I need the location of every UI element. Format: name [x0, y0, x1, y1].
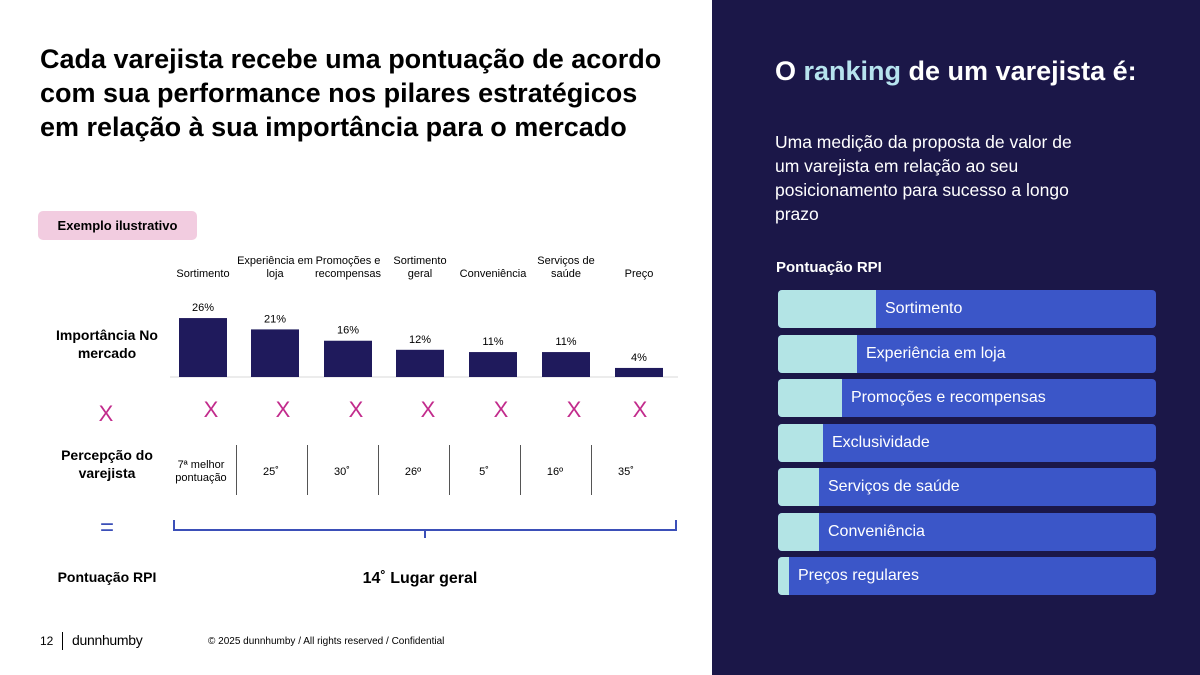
column-header: Conveniência	[459, 268, 527, 280]
perception-value: 26º	[404, 465, 422, 478]
importance-bar	[324, 340, 372, 377]
overall-bracket	[173, 520, 677, 538]
rpi-pillar-label: Conveniência	[828, 523, 925, 540]
rpi-pillar-label: Sortimento	[885, 300, 963, 317]
importance-bar	[251, 329, 299, 377]
column-header: Experiência em loja	[237, 255, 313, 280]
bar-data-label: 21%	[264, 313, 286, 325]
rpi-score-bar: Promoções e recompensas	[778, 379, 1156, 417]
column-header: Sortimento geral	[393, 255, 447, 280]
perception-divider	[236, 445, 237, 495]
bar-data-label: 16%	[337, 325, 359, 337]
multiply-operator: X	[493, 397, 509, 422]
rpi-pillar-label: Promoções e recompensas	[851, 389, 1046, 406]
column-header: Preço	[624, 268, 654, 280]
rpi-pillar-label: Serviços de saúde	[828, 478, 960, 495]
multiply-operator: X	[98, 401, 114, 426]
importance-bar-chart: 26% 21% 16% 12% 11% 11% 4%	[170, 302, 678, 378]
perception-value: 7ª melhor pontuação	[175, 459, 227, 484]
perception-divider	[591, 445, 592, 495]
rpi-score-fill	[778, 335, 857, 373]
multiply-operator: X	[348, 397, 364, 422]
rpi-score-fill	[778, 557, 789, 595]
perception-value: 16º	[546, 465, 564, 478]
multiply-operator: X	[632, 397, 648, 422]
perception-value: 30˚	[334, 465, 350, 478]
importance-row-label: Importância No mercado	[56, 327, 158, 361]
rpi-score-label: Pontuação RPI	[776, 259, 882, 276]
perception-value: 35˚	[618, 465, 634, 478]
perception-divider	[449, 445, 450, 495]
perception-row-label: Percepção do varejista	[61, 447, 153, 481]
illustrative-example-badge: Exemplo ilustrativo	[38, 211, 197, 240]
rpi-score-bar: Serviços de saúde	[778, 468, 1156, 506]
perception-divider	[520, 445, 521, 495]
equals-operator: =	[99, 514, 114, 541]
rpi-score-bar: Conveniência	[778, 513, 1156, 551]
rpi-score-row-label: Pontuação RPI	[57, 569, 157, 585]
ranking-title: O ranking de um varejista é:	[775, 56, 1137, 86]
column-header: Sortimento	[176, 268, 230, 280]
rpi-score-bar: Experiência em loja	[778, 335, 1156, 373]
page-number: 12	[40, 634, 54, 648]
bar-data-label: 4%	[631, 352, 647, 364]
importance-bar	[542, 352, 590, 377]
rpi-score-bar: Exclusividade	[778, 424, 1156, 462]
multiply-operator: X	[275, 397, 291, 422]
multiply-operator: X	[566, 397, 582, 422]
perception-divider	[378, 445, 379, 495]
rpi-score-bar: Preços regulares	[778, 557, 1156, 595]
perception-value: 25˚	[263, 465, 279, 478]
rpi-score-fill	[778, 424, 823, 462]
rpi-score-fill	[778, 379, 842, 417]
column-header: Serviços de saúde	[537, 255, 595, 280]
dunnhumby-logo: dunnhumby	[72, 632, 143, 648]
perception-divider	[307, 445, 308, 495]
importance-bar	[396, 349, 444, 377]
rpi-score-fill	[778, 513, 819, 551]
rpi-score-bar: Sortimento	[778, 290, 1156, 328]
importance-bar	[469, 352, 517, 377]
rpi-score-fill	[778, 290, 876, 328]
page-title: Cada varejista recebe uma pontuação de a…	[40, 44, 662, 142]
importance-bar	[615, 367, 663, 377]
perception-value: 5˚	[479, 465, 489, 478]
multiply-operator: X	[203, 397, 219, 422]
rpi-pillar-label: Exclusividade	[832, 434, 930, 451]
ranking-accent-word: ranking	[803, 56, 902, 86]
bar-data-label: 11%	[555, 336, 576, 348]
ranking-description: Uma medição da proposta de valor de um v…	[775, 132, 1072, 224]
importance-bar	[179, 318, 227, 377]
footer-divider	[62, 632, 63, 650]
copyright-text: © 2025 dunnhumby / All rights reserved /…	[208, 636, 445, 647]
overall-ranking: 14˚ Lugar geral	[362, 570, 478, 587]
rpi-score-fill	[778, 468, 819, 506]
rpi-pillar-label: Preços regulares	[798, 567, 919, 584]
rpi-pillar-label: Experiência em loja	[866, 345, 1006, 362]
bar-data-label: 26%	[192, 302, 214, 314]
bar-data-label: 11%	[482, 336, 503, 348]
multiply-operator: X	[420, 397, 436, 422]
column-header: Promoções e recompensas	[314, 255, 382, 280]
bar-data-label: 12%	[409, 334, 431, 346]
